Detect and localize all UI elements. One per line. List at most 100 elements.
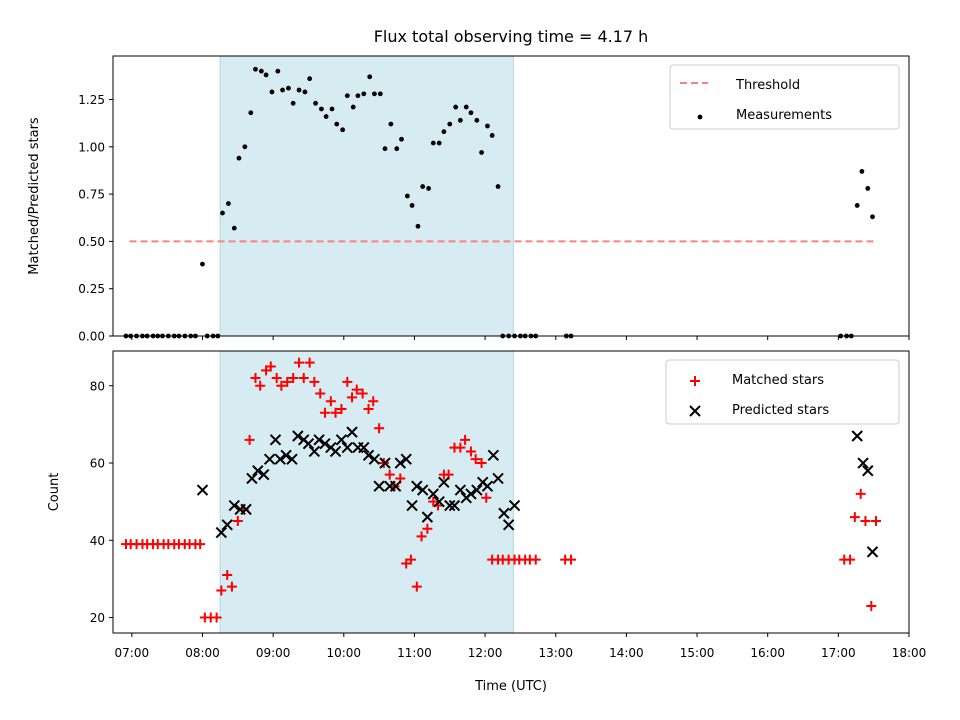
matched-star-point bbox=[222, 570, 233, 581]
measurement-point bbox=[329, 106, 335, 112]
legend-label: Threshold bbox=[735, 78, 800, 93]
predicted-star-point bbox=[221, 519, 233, 531]
measurement-point bbox=[269, 89, 275, 95]
predicted-star-point bbox=[857, 457, 869, 469]
x-tick-label: 14:00 bbox=[609, 646, 644, 660]
y-tick-label: 0.50 bbox=[78, 235, 105, 249]
y-tick-label: 0.00 bbox=[78, 330, 105, 344]
legend-box bbox=[665, 359, 900, 425]
x-tick-label: 15:00 bbox=[680, 646, 715, 660]
predicted-star-point bbox=[454, 484, 467, 496]
matched-star-point bbox=[330, 407, 341, 418]
observing-interval-shade bbox=[220, 351, 514, 633]
measurement-point bbox=[399, 136, 404, 142]
predicted-star-point bbox=[313, 434, 325, 446]
predicted-star-point bbox=[373, 480, 385, 492]
predicted-star-point bbox=[444, 499, 456, 512]
measurement-point bbox=[474, 117, 480, 123]
predicted-star-point bbox=[215, 526, 228, 539]
matched-star-point bbox=[455, 442, 466, 453]
measurement-point bbox=[367, 74, 373, 80]
x-tick-label: 11:00 bbox=[397, 646, 432, 660]
predicted-star-point bbox=[274, 453, 286, 465]
measurement-point bbox=[242, 144, 248, 150]
measurement-point bbox=[430, 140, 436, 146]
measurement-point bbox=[313, 100, 318, 106]
predicted-star-point bbox=[292, 430, 304, 442]
measurement-point bbox=[382, 146, 388, 152]
predicted-star-point bbox=[252, 465, 264, 477]
predicted-star-point bbox=[246, 472, 258, 485]
predicted-star-point bbox=[866, 546, 879, 558]
measurement-point bbox=[231, 225, 237, 231]
predicted-star-point bbox=[438, 476, 450, 489]
matched-star-point bbox=[276, 380, 287, 391]
predicted-star-point bbox=[433, 495, 445, 508]
predicted-star-point bbox=[335, 434, 348, 446]
matched-star-point bbox=[294, 357, 305, 368]
matched-star-point bbox=[325, 396, 336, 407]
predicted-star-point bbox=[240, 503, 252, 516]
measurement-point bbox=[361, 91, 367, 97]
predicted-star-point bbox=[465, 488, 477, 500]
measurement-point bbox=[453, 104, 459, 110]
predicted-star-point bbox=[492, 472, 504, 485]
measurement-point bbox=[468, 110, 474, 116]
measurement-point bbox=[426, 186, 431, 191]
predicted-star-point bbox=[379, 457, 391, 469]
matched-star-point bbox=[374, 423, 385, 434]
measurement-point bbox=[263, 72, 269, 78]
predicted-star-point bbox=[508, 499, 521, 512]
measurement-point bbox=[323, 114, 329, 119]
measurement-point bbox=[495, 184, 501, 189]
measurement-point bbox=[865, 186, 871, 191]
matched-star-point bbox=[422, 523, 433, 534]
top-panel: 0.00 0.25 0.50 0.75 1.00 1.25 Threshold Measure… bbox=[78, 55, 910, 344]
measurement-point bbox=[859, 169, 865, 174]
y-tick-label: 40 bbox=[90, 534, 105, 548]
legend-label: Matched stars bbox=[732, 373, 824, 388]
predicted-star-point bbox=[280, 449, 292, 462]
measurement-point bbox=[350, 104, 356, 110]
legend-label: Predicted stars bbox=[732, 403, 829, 418]
matched-star-point bbox=[309, 376, 320, 387]
matched-star-point bbox=[232, 515, 243, 526]
top-y-axis-label: Matched/Predicted stars bbox=[27, 117, 42, 275]
predicted-star-point bbox=[487, 449, 500, 462]
x-tick-label: 18:00 bbox=[892, 646, 927, 660]
measurement-point bbox=[248, 110, 254, 116]
measurement-point bbox=[420, 184, 426, 189]
measurement-point bbox=[307, 76, 313, 82]
matched-star-point bbox=[871, 515, 882, 526]
matched-star-point bbox=[481, 492, 492, 503]
predicted-star-point bbox=[308, 445, 321, 458]
matched-star-point bbox=[347, 392, 358, 403]
matched-star-point bbox=[405, 554, 416, 565]
measurement-point bbox=[302, 89, 308, 95]
x-tick-label: 10:00 bbox=[326, 646, 361, 660]
axes-frame bbox=[112, 55, 910, 337]
predicted-star-point bbox=[406, 499, 418, 512]
predicted-star-point bbox=[368, 453, 381, 465]
matched-star-point bbox=[460, 434, 471, 445]
matched-star-point bbox=[288, 373, 299, 384]
x-axis-label: Time (UTC) bbox=[474, 679, 547, 694]
matched-star-point bbox=[566, 554, 577, 565]
axes-frame bbox=[112, 350, 910, 634]
predicted-star-point bbox=[416, 484, 429, 496]
measurement-point bbox=[854, 203, 860, 208]
matched-star-point bbox=[216, 585, 227, 596]
predicted-star-point bbox=[498, 507, 510, 519]
matched-star-point bbox=[530, 554, 541, 565]
y-tick-label: 20 bbox=[90, 611, 105, 625]
predicted-star-point bbox=[421, 511, 434, 523]
legend-measurement-swatch bbox=[697, 114, 703, 120]
y-tick-label: 80 bbox=[90, 379, 105, 393]
measurement-point bbox=[415, 223, 421, 229]
matched-star-point bbox=[470, 454, 481, 465]
legend-matched-swatch bbox=[690, 376, 700, 386]
matched-star-point bbox=[363, 403, 374, 414]
measurement-point bbox=[355, 93, 361, 99]
x-tick-label: 09:00 bbox=[256, 646, 291, 660]
measurement-point bbox=[296, 87, 302, 93]
